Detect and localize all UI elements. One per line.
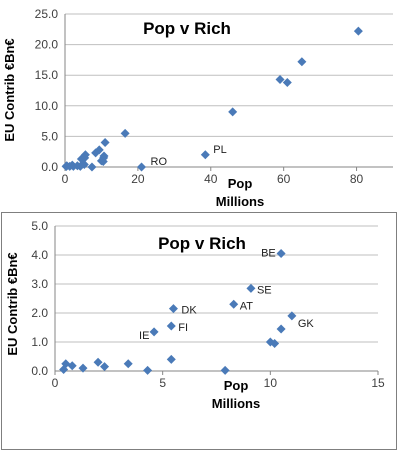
data-point <box>270 338 280 348</box>
x-axis-label-units: Millions <box>212 396 260 411</box>
data-point <box>246 283 256 293</box>
x-tick-label: 80 <box>350 172 364 186</box>
point-label: RO <box>151 156 168 168</box>
y-tick-label: 0.0 <box>41 160 58 174</box>
chart-top-svg: 0.0 5.0 10.0 15.0 20.0 25.0 0 20 40 60 80 RO PL Pop v… <box>2 7 393 209</box>
y-tick-label: 1.0 <box>31 335 48 349</box>
data-point <box>100 362 110 372</box>
data-point <box>168 304 178 314</box>
point-label: BE <box>261 248 276 260</box>
y-tick-label: 4.0 <box>31 248 48 262</box>
point-label: FI <box>178 322 188 334</box>
data-point <box>276 249 286 259</box>
x-tick-label: 5 <box>159 376 166 390</box>
x-tick-label: 15 <box>371 376 385 390</box>
data-point <box>149 327 159 337</box>
point-label: DK <box>181 305 197 317</box>
data-point <box>120 128 130 138</box>
data-point <box>229 299 239 309</box>
y-axis-label: EU Contrib €Bn€ <box>2 38 17 141</box>
data-point <box>67 361 77 371</box>
x-tick-label: 0 <box>62 172 69 186</box>
data-point <box>137 162 147 172</box>
x-axis-label: Pop <box>228 176 253 191</box>
data-point <box>123 359 133 369</box>
y-axis-label: EU Contrib €Bn€ <box>5 252 20 355</box>
x-tick-label: 60 <box>277 172 291 186</box>
y-tick-label: 15.0 <box>35 68 59 82</box>
y-tick-label: 10.0 <box>35 99 59 113</box>
point-label: PL <box>213 144 226 156</box>
data-point <box>166 321 176 331</box>
data-point <box>80 150 90 160</box>
x-axis-label: Pop <box>224 378 249 393</box>
data-point <box>93 357 103 367</box>
chart-title: Pop v Rich <box>158 234 246 253</box>
data-point <box>78 363 88 373</box>
chart-panel-bottom: 0.0 1.0 2.0 3.0 4.0 5.0 0 5 10 15 BE SE AT DK GK FI IE Po… <box>0 212 400 453</box>
y-tick-label: 5.0 <box>31 219 48 233</box>
point-label: SE <box>257 284 272 296</box>
data-point <box>94 145 104 155</box>
chart-panel-top: 0.0 5.0 10.0 15.0 20.0 25.0 0 20 40 60 80 RO PL Pop v… <box>0 0 400 212</box>
y-tick-label: 25.0 <box>35 7 59 21</box>
data-point <box>297 57 307 67</box>
x-tick-label: 10 <box>264 376 278 390</box>
data-point <box>79 160 89 170</box>
data-point <box>200 150 210 160</box>
point-label: IE <box>139 330 149 342</box>
x-axis-label-units: Millions <box>216 194 264 209</box>
data-point <box>282 78 292 88</box>
data-point <box>275 74 285 84</box>
data-point <box>87 162 97 172</box>
x-tick-label: 20 <box>131 172 145 186</box>
y-tick-label: 0.0 <box>31 364 48 378</box>
data-point <box>276 324 286 334</box>
data-point <box>100 138 110 148</box>
chart-frame <box>1 212 397 450</box>
x-tick-label: 0 <box>52 376 59 390</box>
data-point <box>287 311 297 321</box>
data-point <box>353 26 363 36</box>
data-point <box>228 107 238 117</box>
chart-title: Pop v Rich <box>143 19 231 38</box>
y-tick-label: 20.0 <box>35 38 59 52</box>
y-tick-label: 2.0 <box>31 306 48 320</box>
y-tick-label: 5.0 <box>41 129 58 143</box>
point-label: AT <box>240 300 254 312</box>
data-point <box>143 365 153 375</box>
data-point <box>99 151 109 161</box>
x-tick-label: 40 <box>204 172 218 186</box>
data-point <box>220 365 230 375</box>
data-point <box>166 354 176 364</box>
data-point <box>59 365 69 375</box>
point-label: GK <box>298 318 315 330</box>
y-tick-label: 3.0 <box>31 277 48 291</box>
